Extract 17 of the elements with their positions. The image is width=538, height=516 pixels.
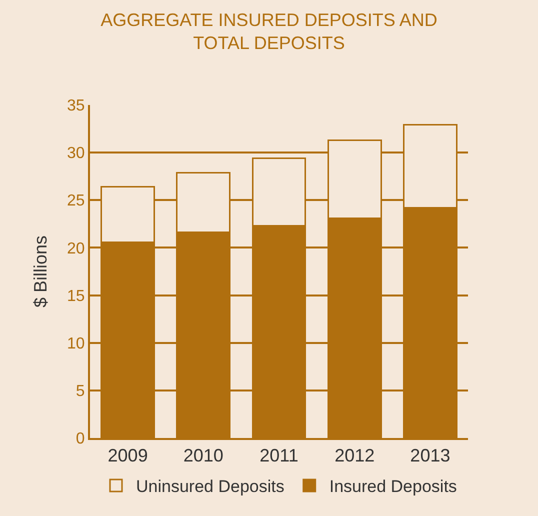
- y-tick-label: 0: [76, 430, 85, 448]
- legend-label: Insured Deposits: [329, 477, 457, 496]
- y-tick-label: 15: [67, 288, 85, 305]
- y-tick-label: 30: [67, 145, 85, 162]
- y-tick-label: 35: [67, 98, 85, 115]
- x-tick-label: 2013: [410, 446, 450, 466]
- x-tick-label: 2011: [260, 446, 298, 466]
- y-axis-title: $ Billions: [30, 235, 51, 308]
- chart-title: AGGREGATE INSURED DEPOSITS AND TOTAL DEPOSITS: [100, 10, 438, 54]
- y-tick-label: 5: [76, 383, 85, 400]
- y-tick-label: 10: [67, 335, 85, 352]
- x-tick-label: 2010: [183, 446, 224, 466]
- y-tick-label: 25: [67, 192, 85, 210]
- y-tick-label: 20: [67, 240, 85, 258]
- x-tick-label: 2012: [334, 446, 375, 466]
- legend-label: Uninsured Deposits: [136, 477, 284, 496]
- x-tick-label: 2009: [108, 446, 148, 466]
